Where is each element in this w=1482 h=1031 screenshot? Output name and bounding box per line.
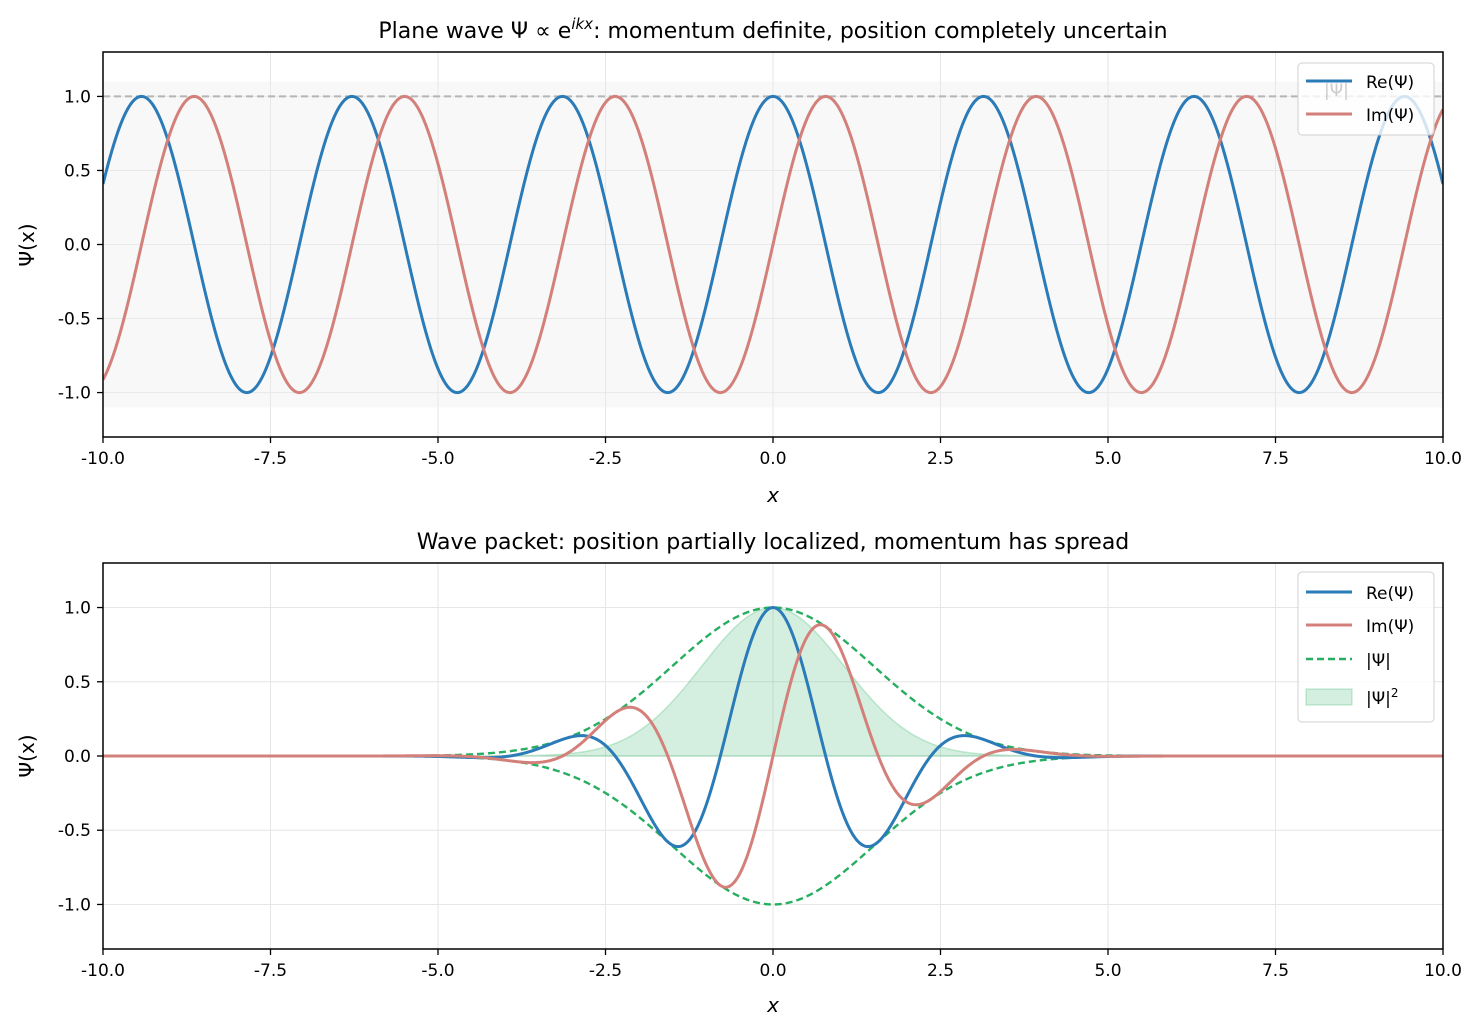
chart2-xlabel: x	[766, 993, 779, 1017]
chart2-xticks: -10.0 -7.5 -5.0 -2.5 0.0 2.5 5.0 7.5 10.0	[81, 949, 1462, 981]
chart1-xtick-label: 5.0	[1094, 449, 1121, 469]
plane-wave-subplot: Plane wave Ψ ∝ eikx: momentum definite, …	[15, 15, 1462, 507]
chart2-xtick-label: -2.5	[589, 961, 622, 981]
chart1-ytick-label: 0.0	[64, 236, 91, 256]
chart2-ylabel: Ψ(x)	[15, 734, 39, 777]
chart2-xtick-label: 2.5	[927, 961, 954, 981]
chart1-yticks: 1.0 0.5 0.0 -0.5 -1.0	[58, 87, 103, 404]
chart1-ylabel: Ψ(x)	[15, 223, 39, 266]
wave-packet-subplot: Wave packet: position partially localize…	[15, 530, 1462, 1017]
chart1-ytick-label: -0.5	[58, 310, 91, 330]
chart1-xtick-label: -10.0	[81, 449, 125, 469]
chart1-hidden-modulus-label: |Ψ|	[1324, 81, 1349, 101]
chart2-xtick-label: -5.0	[421, 961, 454, 981]
chart2-ytick-label: 1.0	[64, 599, 91, 619]
chart2-xtick-label: 10.0	[1424, 961, 1462, 981]
chart1-xtick-label: 2.5	[927, 449, 954, 469]
chart1-xtick-label: -5.0	[421, 449, 454, 469]
chart2-legend-box	[1297, 571, 1435, 723]
chart2-xtick-label: -7.5	[254, 961, 287, 981]
chart2-legend-swatch-density	[1305, 688, 1353, 706]
chart1-xticks: -10.0 -7.5 -5.0 -2.5 0.0 2.5 5.0 7.5 10.0	[81, 437, 1462, 469]
chart2-xtick-label: 5.0	[1094, 961, 1121, 981]
chart1-xtick-label: 0.0	[759, 449, 786, 469]
chart1-series-im	[103, 94, 1443, 395]
chart2-legend: Re(Ψ) Im(Ψ) |Ψ| |Ψ|2	[1297, 571, 1435, 723]
chart2-legend-label-density: |Ψ|2	[1366, 686, 1398, 709]
chart2-xtick-label: 7.5	[1262, 961, 1289, 981]
chart2-ytick-label: -0.5	[58, 821, 91, 841]
chart2-xtick-label: 0.0	[759, 961, 786, 981]
chart2-legend-label-modulus: |Ψ|	[1366, 651, 1391, 671]
chart1-xtick-label: -7.5	[254, 449, 287, 469]
chart2-series-im	[103, 623, 1443, 889]
chart1-xtick-label: 7.5	[1262, 449, 1289, 469]
chart2-ytick-label: 0.0	[64, 747, 91, 767]
chart2-ytick-label: -1.0	[58, 895, 91, 915]
chart1-title: Plane wave Ψ ∝ eikx: momentum definite, …	[378, 15, 1167, 44]
chart1-ytick-label: -1.0	[58, 384, 91, 404]
chart2-yticks: 1.0 0.5 0.0 -0.5 -1.0	[58, 599, 103, 915]
chart1-legend-label-im: Im(Ψ)	[1366, 106, 1414, 126]
chart1-legend-label-re: Re(Ψ)	[1366, 73, 1414, 93]
chart2-title: Wave packet: position partially localize…	[417, 530, 1130, 555]
chart1-xtick-label: -2.5	[589, 449, 622, 469]
chart1-ytick-label: 1.0	[64, 87, 91, 107]
chart2-ytick-label: 0.5	[64, 673, 91, 693]
chart1-ytick-label: 0.5	[64, 161, 91, 181]
chart1-legend: |Ψ| Re(Ψ) Im(Ψ)	[1297, 62, 1435, 136]
chart1-xlabel: x	[766, 483, 779, 507]
chart1-xtick-label: 10.0	[1424, 449, 1462, 469]
chart2-legend-label-re: Re(Ψ)	[1366, 584, 1414, 604]
chart2-xtick-label: -10.0	[81, 961, 125, 981]
chart2-legend-label-im: Im(Ψ)	[1366, 617, 1414, 637]
